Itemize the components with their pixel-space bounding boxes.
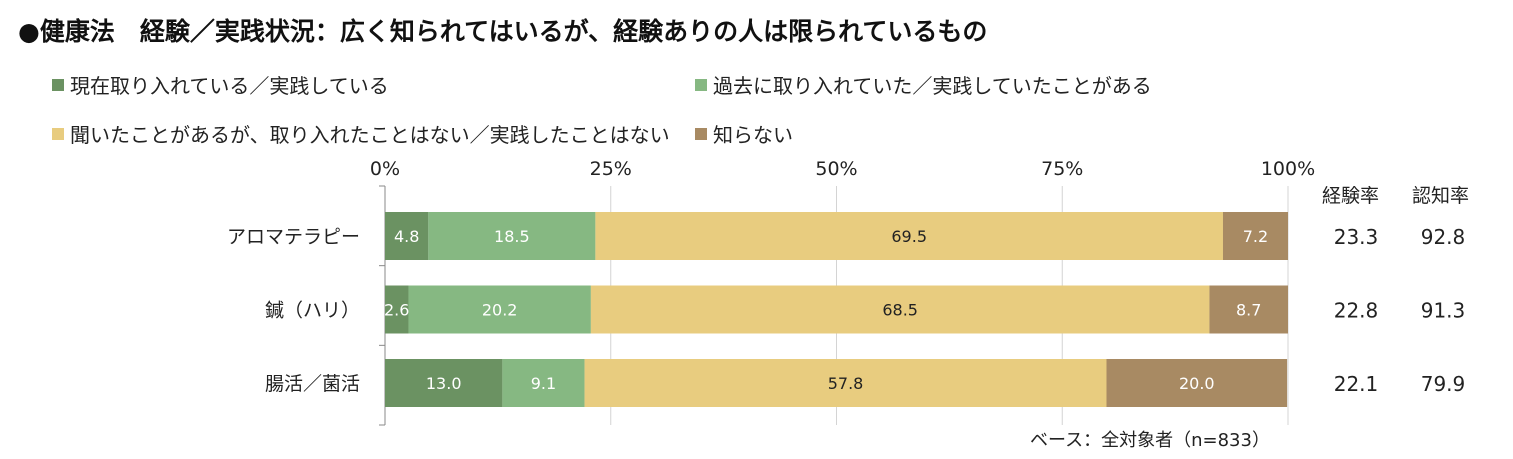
bar-segment bbox=[408, 285, 591, 334]
category-label: 腸活／菌活 bbox=[265, 373, 360, 395]
bar-segment bbox=[595, 212, 1223, 260]
awareness-rate-value: 91.3 bbox=[1421, 299, 1466, 323]
bar-segment bbox=[590, 285, 1210, 334]
bar-segment bbox=[385, 359, 503, 407]
data-label: 20.0 bbox=[1179, 374, 1215, 393]
bar-segment bbox=[428, 212, 596, 260]
x-tick-label: 25% bbox=[590, 158, 632, 180]
legend-swatch-past bbox=[695, 78, 707, 91]
bar-segment bbox=[502, 359, 585, 407]
bar-segment bbox=[385, 212, 429, 260]
legend-label-current: 現在取り入れている／実践している bbox=[70, 74, 389, 98]
experience-rate-value: 22.8 bbox=[1334, 299, 1379, 323]
experience-rate-value: 23.3 bbox=[1334, 225, 1379, 249]
data-label: 18.5 bbox=[494, 227, 530, 246]
data-label: 2.6 bbox=[384, 301, 409, 320]
data-label: 57.8 bbox=[828, 374, 864, 393]
legend-label-heard: 聞いたことがあるが、取り入れたことはない／実践したことはない bbox=[70, 123, 670, 147]
data-label: 68.5 bbox=[882, 301, 918, 320]
bar-segment bbox=[1209, 285, 1288, 334]
category-label: アロマテラピー bbox=[227, 226, 360, 248]
legend-swatch-unknown bbox=[695, 127, 707, 140]
bar-segment bbox=[584, 359, 1107, 407]
data-label: 8.7 bbox=[1236, 301, 1261, 320]
bar-segment bbox=[385, 285, 409, 334]
data-label: 20.2 bbox=[482, 301, 518, 320]
awareness-rate-value: 79.9 bbox=[1421, 372, 1466, 396]
x-tick-label: 75% bbox=[1041, 158, 1083, 180]
base-note: ベース：全対象者（n=833） bbox=[1030, 430, 1270, 451]
legend-item-heard: 聞いたことがあるが、取り入れたことはない／実践したことはない bbox=[52, 119, 670, 148]
data-label: 7.2 bbox=[1243, 227, 1268, 246]
chart-title: ●健康法 経験／実践状況：広く知られてはいるが、経験ありの人は限られているもの bbox=[18, 17, 988, 46]
x-tick-label: 100% bbox=[1261, 158, 1315, 180]
experience-rate-value: 22.1 bbox=[1334, 372, 1379, 396]
legend-item-past: 過去に取り入れていた／実践していたことがある bbox=[695, 70, 1152, 99]
awareness-rate-value: 92.8 bbox=[1421, 225, 1466, 249]
x-tick-label: 0% bbox=[370, 158, 400, 180]
legend-item-unknown: 知らない bbox=[695, 119, 793, 148]
legend-label-past: 過去に取り入れていた／実践していたことがある bbox=[713, 74, 1152, 98]
experience-rate-header: 経験率 bbox=[1322, 185, 1380, 207]
legend-swatch-current bbox=[52, 78, 64, 91]
legend-swatch-heard bbox=[52, 127, 64, 140]
legend-item-current: 現在取り入れている／実践している bbox=[52, 70, 389, 99]
awareness-rate-header: 認知率 bbox=[1412, 185, 1470, 207]
category-label: 鍼（ハリ） bbox=[265, 300, 360, 322]
data-label: 9.1 bbox=[531, 374, 556, 393]
data-label: 4.8 bbox=[394, 227, 419, 246]
bar-segment bbox=[1106, 359, 1288, 407]
legend-label-unknown: 知らない bbox=[713, 123, 793, 147]
x-tick-label: 50% bbox=[815, 158, 857, 180]
bar-segment bbox=[1222, 212, 1288, 260]
data-label: 69.5 bbox=[891, 227, 927, 246]
data-label: 13.0 bbox=[426, 374, 462, 393]
